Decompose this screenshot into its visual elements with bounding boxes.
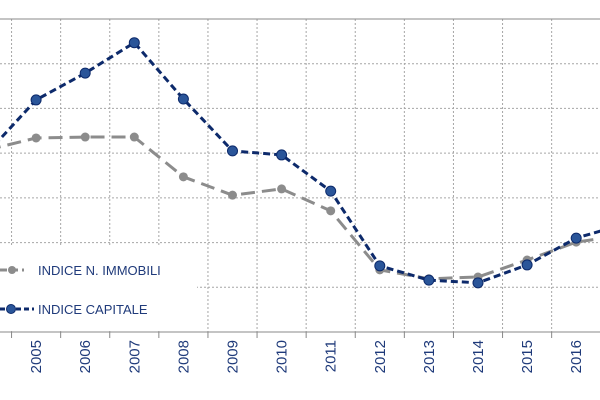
x-tick-label: 2012 xyxy=(372,340,389,373)
x-tick-label: 2013 xyxy=(421,340,438,373)
data-point-capitale xyxy=(521,259,533,271)
data-point-capitale xyxy=(570,232,582,244)
x-tick-label: 2009 xyxy=(225,340,242,373)
data-point-capitale xyxy=(374,260,386,272)
data-point-immobili xyxy=(129,132,139,142)
data-point-immobili xyxy=(228,190,237,200)
data-point-capitale xyxy=(79,67,91,79)
legend-item-immobili: INDICE N. IMMOBILI xyxy=(0,263,161,278)
series-line-capitale xyxy=(0,41,600,285)
data-point-capitale xyxy=(472,277,484,289)
data-point-immobili xyxy=(277,184,287,194)
legend-item-capitale: INDICE CAPITALE xyxy=(0,302,148,317)
data-point-immobili xyxy=(80,132,90,142)
data-point-capitale xyxy=(177,93,189,105)
x-tick-label: 2007 xyxy=(126,340,143,373)
x-tick-label: 2010 xyxy=(274,340,291,373)
x-axis xyxy=(0,18,600,333)
data-point-immobili xyxy=(178,172,188,182)
data-point-immobili xyxy=(31,133,41,143)
data-point-capitale xyxy=(325,185,337,197)
data-point-capitale xyxy=(276,149,288,161)
x-tick-label: 2006 xyxy=(77,340,94,373)
data-point-immobili xyxy=(326,206,336,216)
x-tick-label: 2011 xyxy=(323,340,340,372)
x-tick-labels: 2005 2006 2007 2008 2009 2010 2011 2012 2013 2014… xyxy=(28,340,585,373)
legend-marker-immobili xyxy=(8,266,16,274)
data-point-capitale xyxy=(227,145,238,157)
data-point-capitale xyxy=(423,274,435,286)
x-tick-label: 2016 xyxy=(568,340,585,373)
x-tick-label: 2008 xyxy=(175,340,192,373)
series-lines xyxy=(0,37,600,289)
x-tick-label: 2005 xyxy=(28,340,45,373)
data-point-capitale xyxy=(128,37,140,49)
x-tick-label: 2014 xyxy=(470,340,487,373)
legend-marker-capitale xyxy=(6,304,16,314)
legend: INDICE N. IMMOBILI INDICE CAPITALE xyxy=(0,246,197,331)
series-line-immobili xyxy=(0,135,600,281)
legend-label-capitale: INDICE CAPITALE xyxy=(38,302,148,317)
legend-background xyxy=(0,246,197,331)
legend-label-immobili: INDICE N. IMMOBILI xyxy=(38,263,161,278)
data-point-capitale xyxy=(30,94,42,106)
x-tick-label: 2015 xyxy=(519,340,536,373)
